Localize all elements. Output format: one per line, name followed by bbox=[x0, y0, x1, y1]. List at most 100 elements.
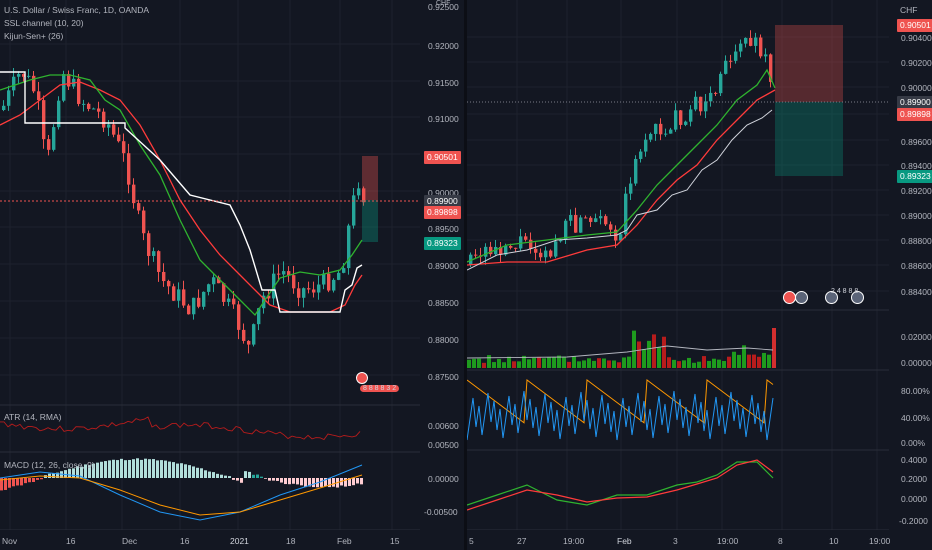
volume-bar bbox=[697, 361, 701, 368]
candle bbox=[669, 129, 673, 134]
time-tick: 19:00 bbox=[869, 536, 891, 546]
volume-bar bbox=[722, 360, 726, 368]
candle bbox=[307, 288, 311, 290]
candle bbox=[754, 37, 758, 46]
candle bbox=[322, 273, 326, 285]
candle bbox=[247, 340, 251, 345]
candle bbox=[474, 254, 478, 256]
macd-bar bbox=[292, 478, 295, 484]
osc-tick: 40.00% bbox=[901, 413, 930, 423]
macd-bar bbox=[240, 478, 243, 483]
time-tick: 8 bbox=[778, 536, 783, 546]
candle bbox=[734, 51, 738, 61]
right-price-chart[interactable] bbox=[467, 0, 889, 530]
symbol-title[interactable]: U.S. Dollar / Swiss Franc, 1D, OANDA bbox=[4, 5, 150, 15]
event-icons: 2 4 8 8 8 bbox=[831, 288, 859, 295]
price-tick: 0.90000 bbox=[428, 188, 459, 198]
macd-bar bbox=[84, 464, 87, 478]
macd-bar bbox=[208, 471, 211, 478]
price-tick: 0.89000 bbox=[428, 261, 459, 271]
candle bbox=[624, 193, 628, 235]
macd-bar bbox=[300, 478, 303, 486]
candle bbox=[694, 96, 698, 110]
macd-bar bbox=[244, 471, 247, 478]
event-badge[interactable] bbox=[795, 291, 808, 304]
volume-bar bbox=[622, 357, 626, 368]
macd-bar bbox=[256, 474, 259, 478]
candle bbox=[127, 153, 131, 185]
macd-bar bbox=[16, 478, 19, 486]
right-chart-panel[interactable]: 5 27 19:00 Feb 3 19:00 8 10 19:00 2 4 8 … bbox=[467, 0, 891, 550]
volume-bar bbox=[742, 345, 746, 368]
atr-tick: 0.00600 bbox=[428, 421, 459, 431]
price-tick: 0.88500 bbox=[428, 298, 459, 308]
macd-bar bbox=[200, 468, 203, 478]
candle bbox=[267, 295, 271, 299]
volume-bar bbox=[692, 362, 696, 368]
macd-bar bbox=[348, 478, 351, 486]
reward-zone bbox=[362, 200, 378, 242]
macd-bar bbox=[156, 460, 159, 478]
volume-bar bbox=[682, 360, 686, 368]
left-price-chart[interactable] bbox=[0, 0, 420, 530]
event-badge[interactable] bbox=[851, 291, 864, 304]
volume-bar bbox=[647, 340, 651, 368]
candle bbox=[137, 203, 141, 211]
candle bbox=[42, 100, 46, 140]
price-tick: 0.91500 bbox=[428, 78, 459, 88]
ssl-green-line bbox=[0, 74, 363, 317]
candle bbox=[37, 91, 41, 101]
candle bbox=[22, 74, 26, 77]
macd-bar bbox=[312, 478, 315, 488]
macd-label[interactable]: MACD (12, 26, close, 9) bbox=[4, 460, 95, 470]
price-tick: 0.92000 bbox=[428, 41, 459, 51]
volume-bar bbox=[582, 360, 586, 368]
macd-bar bbox=[20, 478, 23, 486]
candle bbox=[504, 245, 508, 255]
time-tick: Dec bbox=[122, 536, 138, 546]
candle bbox=[67, 74, 71, 87]
macd-bar bbox=[88, 465, 91, 478]
macd-bar bbox=[52, 473, 55, 478]
atr-label[interactable]: ATR (14, RMA) bbox=[4, 412, 62, 422]
candle bbox=[92, 108, 96, 110]
candle bbox=[564, 220, 568, 240]
macd-bar bbox=[224, 475, 227, 478]
volume-bar bbox=[617, 362, 621, 368]
volume-bar bbox=[542, 358, 546, 368]
stop-price-tag: 0.90501 bbox=[424, 151, 461, 164]
macd-tick: 0.00000 bbox=[428, 474, 459, 484]
price-tick: 0.89400 bbox=[901, 161, 932, 171]
volume-ma bbox=[467, 345, 774, 359]
macd-bar bbox=[100, 461, 103, 478]
kijun-sen-label[interactable]: Kijun-Sen+ (26) bbox=[4, 31, 64, 41]
left-price-axis[interactable]: 0.92500 0.92000 0.91500 0.91000 0.90000 … bbox=[420, 0, 464, 550]
macd-bar bbox=[304, 478, 307, 488]
volume-bar bbox=[567, 361, 571, 368]
candle bbox=[729, 60, 733, 62]
event-badge[interactable] bbox=[825, 291, 838, 304]
reward-zone bbox=[775, 102, 843, 176]
right-price-axis[interactable]: CHF 0.90400 0.90200 0.90000 0.89600 0.89… bbox=[889, 0, 932, 550]
macd-bar bbox=[32, 478, 35, 482]
volume-bar bbox=[482, 362, 486, 368]
volume-bar bbox=[592, 360, 596, 368]
candle bbox=[202, 291, 206, 307]
volume-bar bbox=[717, 359, 721, 368]
ssl-channel-label[interactable]: SSL channel (10, 20) bbox=[4, 18, 84, 28]
entry-price-tag: 0.89898 bbox=[897, 108, 932, 121]
candle bbox=[639, 151, 643, 159]
left-chart-panel[interactable]: U.S. Dollar / Swiss Franc, 1D, OANDA SSL… bbox=[0, 0, 420, 550]
volume-bar bbox=[507, 356, 511, 368]
chart-divider bbox=[464, 0, 467, 550]
volume-bar bbox=[497, 358, 501, 368]
time-tick: 10 bbox=[829, 536, 839, 546]
volume-bar bbox=[577, 361, 581, 368]
volume-bar bbox=[487, 355, 491, 368]
macd-bar bbox=[48, 473, 51, 478]
candle bbox=[2, 105, 6, 110]
time-tick: Feb bbox=[617, 536, 632, 546]
candle bbox=[117, 134, 121, 142]
event-icons[interactable]: 8 8 8 8 3 2 bbox=[360, 385, 400, 392]
event-badge[interactable] bbox=[356, 372, 368, 384]
